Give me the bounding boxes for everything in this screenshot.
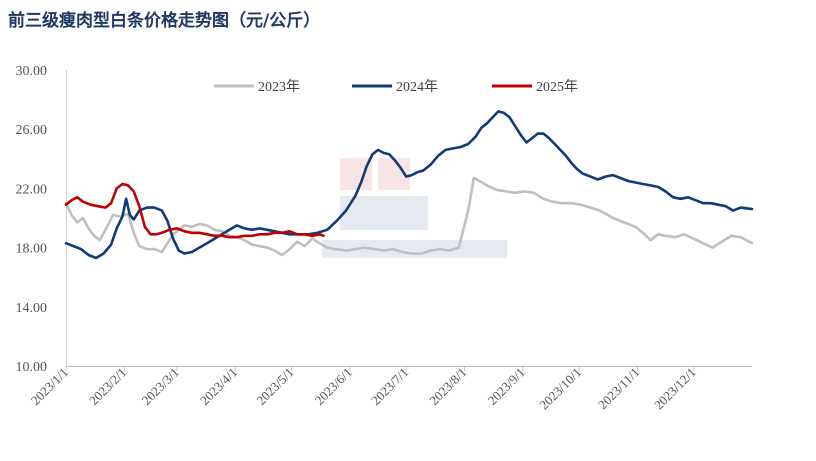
legend-label: 2025年 bbox=[536, 79, 578, 95]
y-tick-label: 26.00 bbox=[16, 123, 48, 138]
x-tick-label: 2023/12/1 bbox=[651, 365, 699, 413]
y-tick-label: 10.00 bbox=[16, 360, 48, 375]
legend: 2023年 2024年 2025年 bbox=[214, 79, 578, 95]
series-line-0 bbox=[64, 176, 754, 257]
y-tick-label: 14.00 bbox=[16, 301, 48, 316]
series-line-1 bbox=[64, 110, 754, 260]
x-tick-label: 2023/7/1 bbox=[368, 365, 411, 408]
x-tick-label: 2023/6/1 bbox=[312, 365, 355, 408]
series-line-2 bbox=[64, 182, 325, 239]
x-tick-label: 2023/5/1 bbox=[253, 365, 296, 408]
x-tick-label: 2023/2/1 bbox=[86, 365, 129, 408]
y-tick-label: 18.00 bbox=[16, 242, 48, 257]
legend-label: 2024年 bbox=[396, 79, 438, 95]
x-tick-label: 2023/3/1 bbox=[139, 365, 182, 408]
y-tick-label: 22.00 bbox=[16, 182, 48, 197]
x-tick-label: 2023/4/1 bbox=[197, 365, 240, 408]
chart-title: 前三级瘦肉型白条价格走势图（元/公斤） bbox=[8, 11, 321, 31]
x-tick-label: 2023/9/1 bbox=[485, 365, 528, 408]
x-tick-label: 2023/11/1 bbox=[595, 365, 643, 413]
x-tick-label: 2023/10/1 bbox=[536, 365, 584, 413]
legend-label: 2023年 bbox=[258, 79, 300, 95]
x-tick-label: 2023/8/1 bbox=[426, 365, 469, 408]
y-tick-label: 30.00 bbox=[16, 64, 48, 79]
